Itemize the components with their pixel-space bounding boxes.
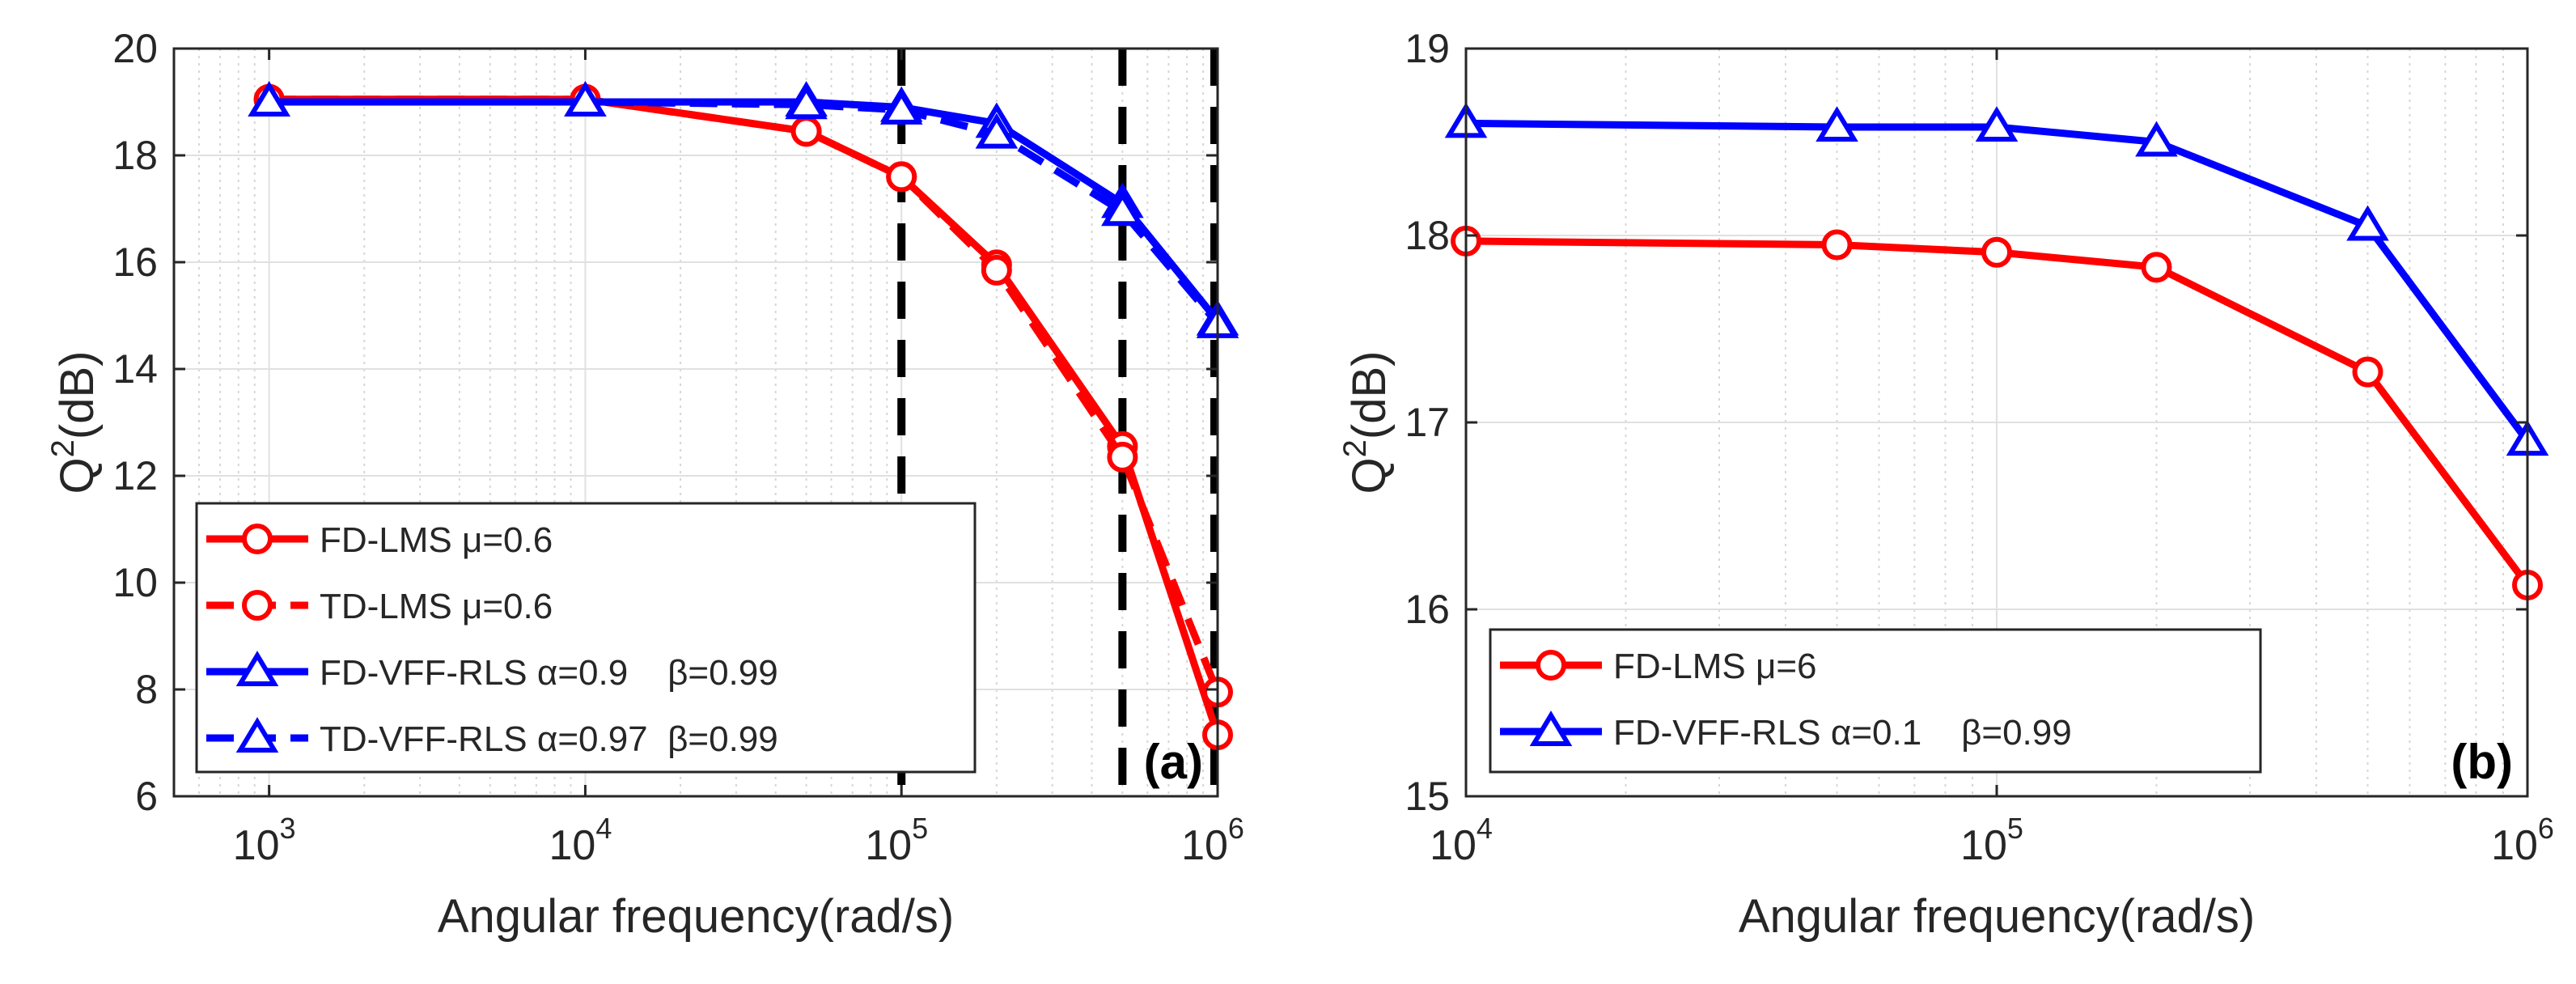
series-line [1465, 237, 2531, 587]
y-tick-label: 15 [1405, 774, 1450, 819]
y-tick-label: 20 [112, 26, 158, 71]
y-tick-label: 19 [1405, 26, 1450, 71]
y-tick-label: 16 [112, 240, 158, 285]
data-point [1815, 106, 1858, 142]
x-tick-exponent: 4 [1477, 812, 1493, 845]
x-tick-label: 106 [1181, 812, 1244, 869]
y-tick-label: 18 [112, 133, 158, 178]
legend-label: FD-LMS μ=6 [1613, 647, 1817, 686]
data-point [879, 89, 923, 125]
y-tick-label: 17 [1405, 400, 1450, 445]
data-point [1821, 229, 1853, 261]
x-tick-label: 105 [1960, 812, 2023, 869]
data-point [2141, 252, 2172, 283]
x-tick-base: 10 [865, 822, 912, 869]
x-tick-base: 10 [1181, 822, 1228, 869]
y-tick-label: 6 [135, 774, 158, 819]
legend-label: TD-VFF-RLS α=0.97 β=0.99 [320, 719, 778, 759]
x-tick-exponent: 4 [595, 812, 612, 845]
x-tick-base: 10 [1430, 822, 1477, 869]
legend-marker [242, 524, 273, 554]
y-tick-label: 12 [112, 453, 158, 498]
x-tick-exponent: 6 [1228, 812, 1244, 845]
y-axis-label-rest: (dB) [51, 351, 104, 440]
series-0 [1451, 225, 2543, 600]
x-tick-exponent: 5 [912, 812, 928, 845]
legend-marker [1529, 710, 1573, 746]
legend-label: FD-LMS μ=0.6 [320, 520, 553, 560]
legend-marker [1536, 650, 1566, 681]
y-axis-label-rest: (dB) [1343, 351, 1396, 440]
legend-marker [235, 651, 279, 686]
data-point [2352, 356, 2383, 388]
legend-marker [242, 590, 273, 621]
data-point [975, 112, 1019, 149]
data-point [886, 161, 917, 193]
y-axis-label-sup: 2 [1337, 439, 1373, 457]
x-axis-label: Angular frequency(rad/s) [438, 890, 954, 943]
ticks [174, 47, 1219, 798]
y-axis-label-base: Q [51, 457, 104, 494]
x-tick-base: 10 [549, 822, 595, 869]
data-point [1107, 441, 1138, 473]
legend-label: FD-VFF-RLS α=0.1 β=0.99 [1613, 713, 2072, 753]
minor-grid [197, 49, 1205, 796]
panel-label: (a) [1144, 735, 1203, 789]
x-tick-base: 10 [1960, 822, 2007, 869]
x-tick-base: 10 [2491, 822, 2538, 869]
y-tick-label: 8 [135, 667, 158, 712]
data-point [248, 81, 290, 117]
y-tick-label: 10 [112, 560, 158, 605]
x-tick-label: 106 [2491, 812, 2554, 869]
data-point [564, 81, 607, 117]
x-axis-label: Angular frequency(rad/s) [1739, 890, 2255, 943]
legend: FD-LMS μ=0.6 TD-LMS μ=0.6 FD-VFF-RLS α=0.9… [195, 502, 977, 774]
legend: FD-LMS μ=6 FD-VFF-RLS α=0.1 β=0.99 [1489, 628, 2262, 774]
axes-frame [172, 47, 1219, 798]
data-point [2135, 121, 2178, 157]
x-tick-exponent: 6 [2538, 812, 2554, 845]
series-3 [248, 81, 1239, 338]
x-tick-exponent: 3 [280, 812, 296, 845]
data-point [785, 83, 828, 120]
y-axis-label-sup: 2 [45, 439, 81, 457]
y-axis-label-base: Q [1343, 457, 1396, 494]
data-point [2346, 205, 2389, 241]
x-tick-label: 104 [549, 812, 612, 869]
y-tick-label: 18 [1405, 213, 1450, 258]
y-axis-label: Q2(dB) [1337, 351, 1396, 494]
data-point [1981, 236, 2012, 268]
legend-label: TD-LMS μ=0.6 [320, 587, 553, 626]
legend-label: FD-VFF-RLS α=0.9 β=0.99 [320, 653, 778, 693]
data-point [1101, 190, 1144, 227]
x-tick-label: 104 [1430, 812, 1493, 869]
data-point [981, 254, 1012, 286]
ticks [1464, 47, 2529, 798]
legend-box [1489, 628, 2262, 774]
data-point [1975, 106, 2019, 142]
x-tick-label: 103 [233, 812, 296, 869]
legend-marker [235, 717, 279, 753]
y-tick-label: 16 [1405, 587, 1450, 632]
x-tick-label: 105 [865, 812, 928, 869]
x-tick-exponent: 5 [2007, 812, 2023, 845]
panel-label: (b) [2451, 735, 2513, 789]
y-tick-label: 14 [112, 346, 158, 392]
x-tick-base: 10 [233, 822, 280, 869]
data-point [790, 116, 822, 147]
legend-box [195, 502, 977, 774]
y-axis-label: Q2(dB) [45, 351, 104, 494]
series-line [1465, 119, 2531, 443]
